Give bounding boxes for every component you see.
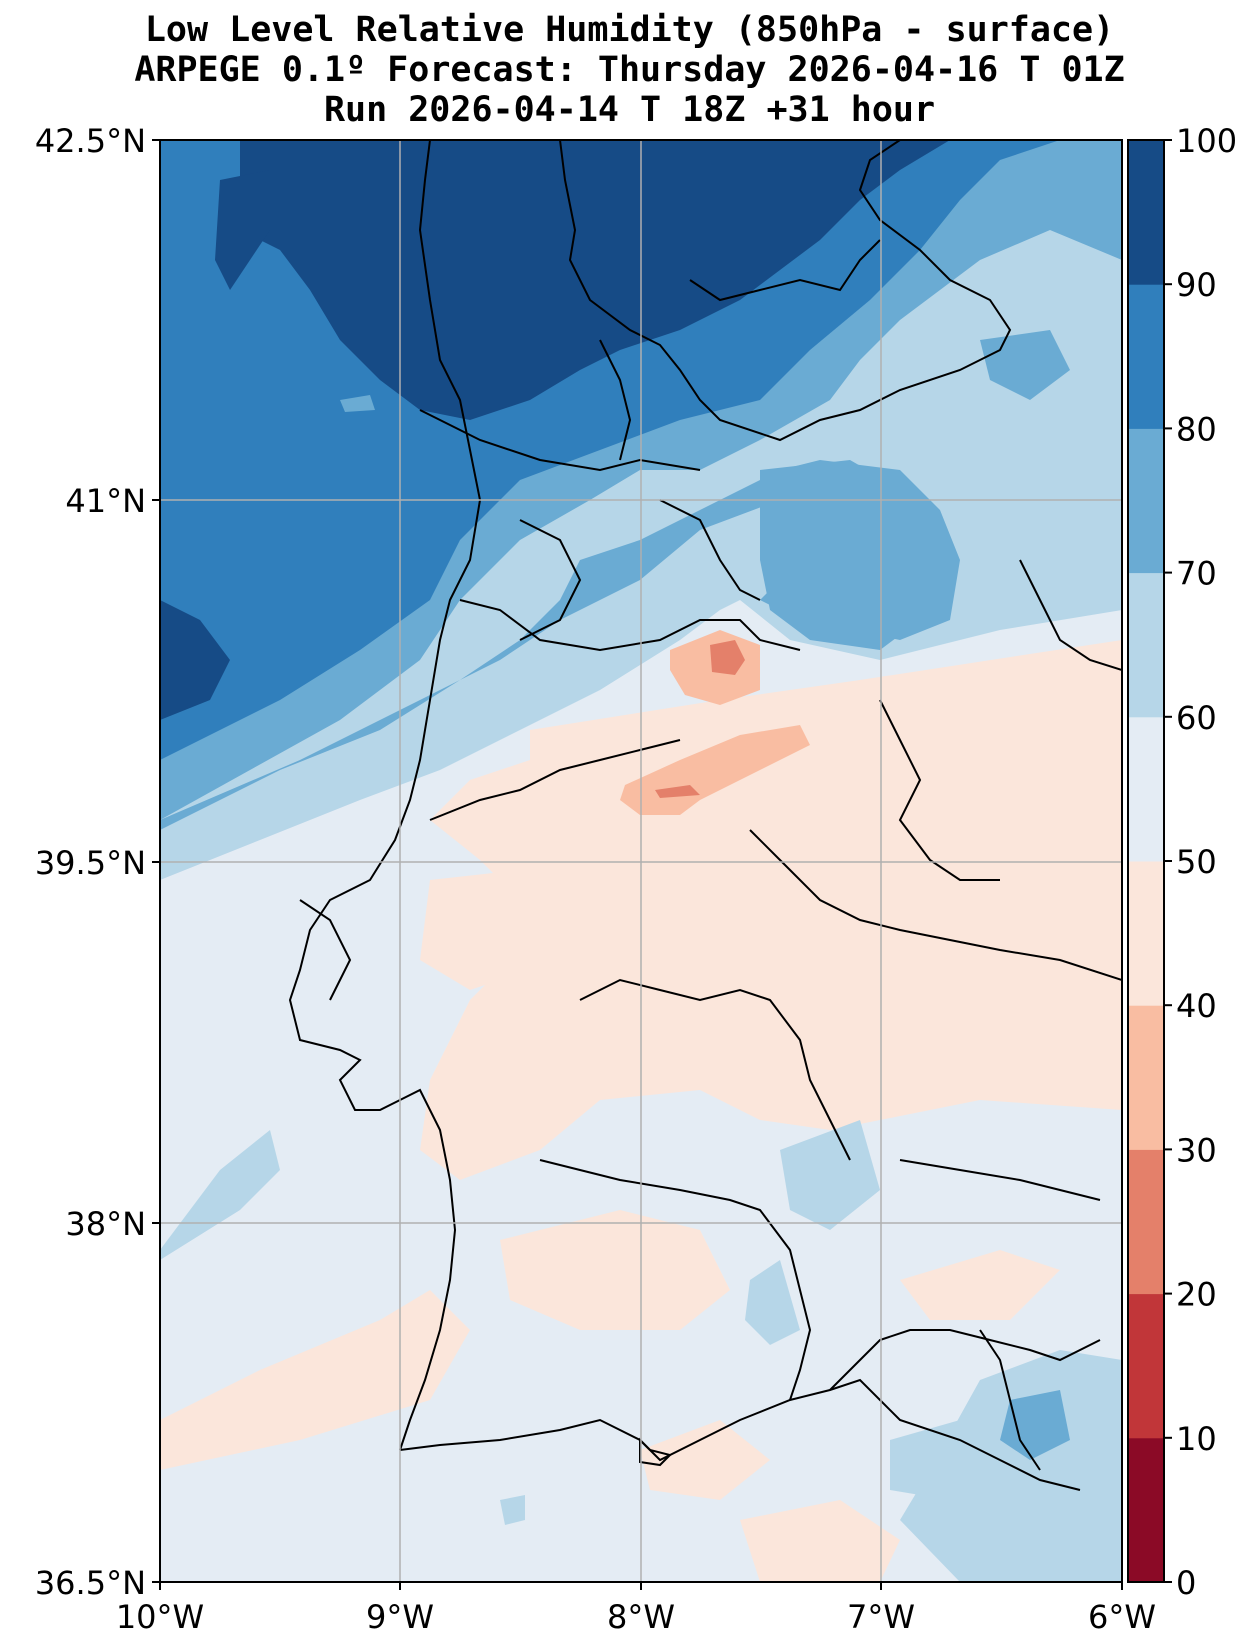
lat-axis: 42.5°N 41°N 39.5°N 38°N 36.5°N bbox=[35, 122, 160, 1602]
colorbar-tick-label: 20 bbox=[1176, 1276, 1217, 1314]
lat-tick-label: 38°N bbox=[65, 1205, 146, 1243]
title-line-3: Run 2026-04-14 T 18Z +31 hour bbox=[323, 90, 936, 130]
lat-tick-label: 42.5°N bbox=[35, 122, 146, 160]
lon-axis: 10°W 9°W 8°W 7°W 6°W bbox=[116, 1582, 1156, 1636]
lon-tick-label: 8°W bbox=[607, 1598, 675, 1636]
lon-tick-label: 6°W bbox=[1088, 1598, 1156, 1636]
colorbar-tick-label: 90 bbox=[1176, 266, 1217, 304]
colorbar-tick-label: 10 bbox=[1176, 1420, 1217, 1458]
colorbar-segment bbox=[1128, 140, 1164, 285]
colorbar-segment bbox=[1128, 284, 1164, 429]
title-line-1: Low Level Relative Humidity (850hPa - su… bbox=[144, 10, 1115, 50]
coastline-and-borders bbox=[288, 140, 1122, 1491]
colorbar-segment bbox=[1128, 716, 1164, 862]
lat-tick-label: 36.5°N bbox=[35, 1564, 146, 1602]
colorbar-tick-label: 30 bbox=[1176, 1131, 1217, 1169]
colorbar-tick-label: 70 bbox=[1176, 555, 1217, 593]
colorbar-tick-label: 80 bbox=[1176, 410, 1217, 448]
colorbar-segment bbox=[1128, 1149, 1164, 1295]
lon-tick-label: 10°W bbox=[116, 1598, 204, 1636]
title-line-2: ARPEGE 0.1º Forecast: Thursday 2026-04-1… bbox=[134, 50, 1125, 90]
lon-tick-label: 7°W bbox=[847, 1598, 915, 1636]
lat-tick-label: 39.5°N bbox=[35, 844, 146, 882]
lon-tick-label: 9°W bbox=[366, 1598, 434, 1636]
colorbar-segment bbox=[1128, 1005, 1164, 1150]
colorbar: 0 10 20 30 40 50 60 70 80 90 100 bbox=[1127, 122, 1237, 1602]
colorbar-segment bbox=[1128, 1293, 1164, 1439]
lat-tick-label: 41°N bbox=[65, 482, 146, 520]
colorbar-segment bbox=[1128, 1437, 1164, 1583]
colorbar-segment bbox=[1128, 428, 1164, 574]
colorbar-segment bbox=[1128, 572, 1164, 718]
colorbar-tick-label: 40 bbox=[1176, 987, 1217, 1025]
colorbar-tick-label: 60 bbox=[1176, 699, 1217, 737]
gridlines bbox=[160, 140, 1122, 1582]
colorbar-tick-label: 0 bbox=[1176, 1564, 1196, 1602]
colorbar-tick-label: 100 bbox=[1176, 122, 1237, 160]
colorbar-tick-label: 50 bbox=[1176, 843, 1217, 881]
colorbar-segment bbox=[1128, 861, 1164, 1006]
